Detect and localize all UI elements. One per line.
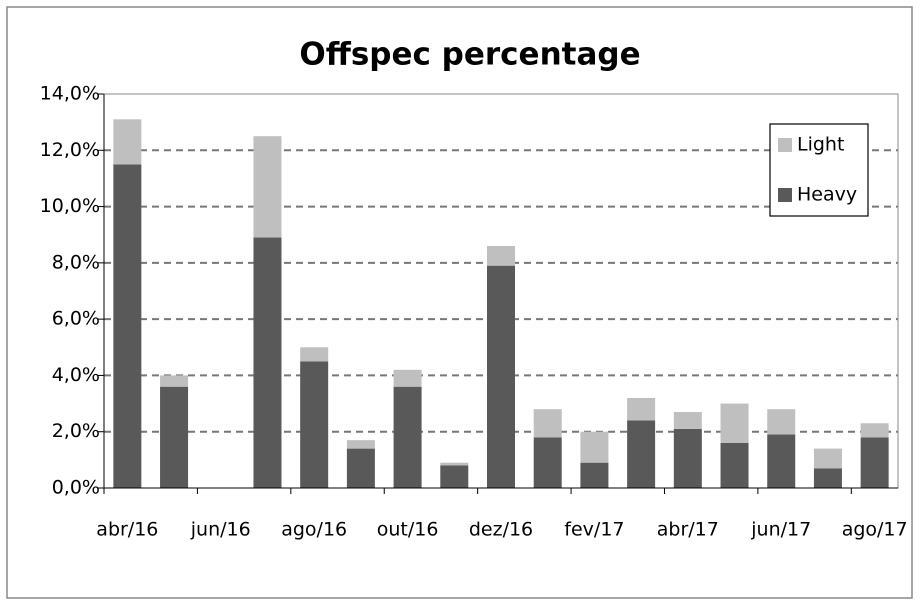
bar-segment	[440, 465, 469, 488]
bar-segment	[580, 431, 609, 463]
bar-segment	[160, 375, 189, 387]
chart-frame	[6, 6, 913, 599]
y-tick-label: 10,0%	[40, 195, 100, 217]
bar-segment	[300, 361, 329, 488]
x-tick-label: abr/17	[657, 519, 719, 541]
y-tick-label: 0,0%	[52, 477, 100, 499]
bar-segment	[487, 245, 515, 266]
bar-segment	[580, 462, 609, 488]
x-tick-label: jun/16	[190, 519, 251, 541]
bar-segment	[113, 119, 142, 165]
bar-segment	[300, 347, 329, 362]
bar-segment	[346, 440, 375, 449]
bar-segment	[813, 448, 842, 469]
x-tick-label: dez/16	[469, 519, 533, 541]
bar-segment	[720, 442, 749, 488]
bar-segment	[440, 462, 469, 466]
y-tick-label: 6,0%	[52, 308, 100, 330]
bar-segment	[253, 136, 282, 238]
bar-segment	[113, 164, 142, 488]
legend-swatch	[778, 138, 792, 152]
bar-segment	[813, 468, 842, 488]
bar-segment	[487, 265, 515, 488]
bar-segment	[346, 448, 375, 488]
bar-segment	[767, 434, 796, 488]
bar-segment	[627, 397, 656, 421]
y-tick-label: 8,0%	[52, 251, 100, 273]
bar-segment	[253, 237, 282, 488]
x-tick-label: fev/17	[564, 519, 624, 541]
x-tick-label: jun/17	[750, 519, 811, 541]
y-tick-label: 4,0%	[52, 364, 100, 386]
bar-segment	[673, 412, 702, 429]
x-tick-label: out/16	[377, 519, 439, 541]
legend-swatch	[778, 188, 792, 202]
legend-label: Heavy	[797, 184, 857, 206]
y-tick-label: 14,0%	[40, 83, 100, 105]
chart-title: Offspec percentage	[299, 37, 640, 73]
x-tick-label: ago/17	[842, 519, 908, 541]
bar-segment	[393, 386, 422, 488]
x-tick-label: abr/16	[96, 519, 158, 541]
bar-segment	[627, 420, 656, 488]
bar-segment	[860, 437, 889, 488]
bar-segment	[767, 409, 796, 435]
bar-segment	[533, 409, 562, 438]
bar-segment	[160, 386, 189, 488]
legend-label: Light	[797, 134, 844, 156]
bar-segment	[673, 428, 702, 488]
bar-segment	[720, 403, 749, 443]
bar-segment	[533, 437, 562, 488]
bar-segment	[860, 423, 889, 438]
bar-segment	[393, 369, 422, 387]
x-tick-label: ago/16	[281, 519, 347, 541]
y-tick-label: 12,0%	[40, 139, 100, 161]
y-tick-label: 2,0%	[52, 420, 100, 442]
